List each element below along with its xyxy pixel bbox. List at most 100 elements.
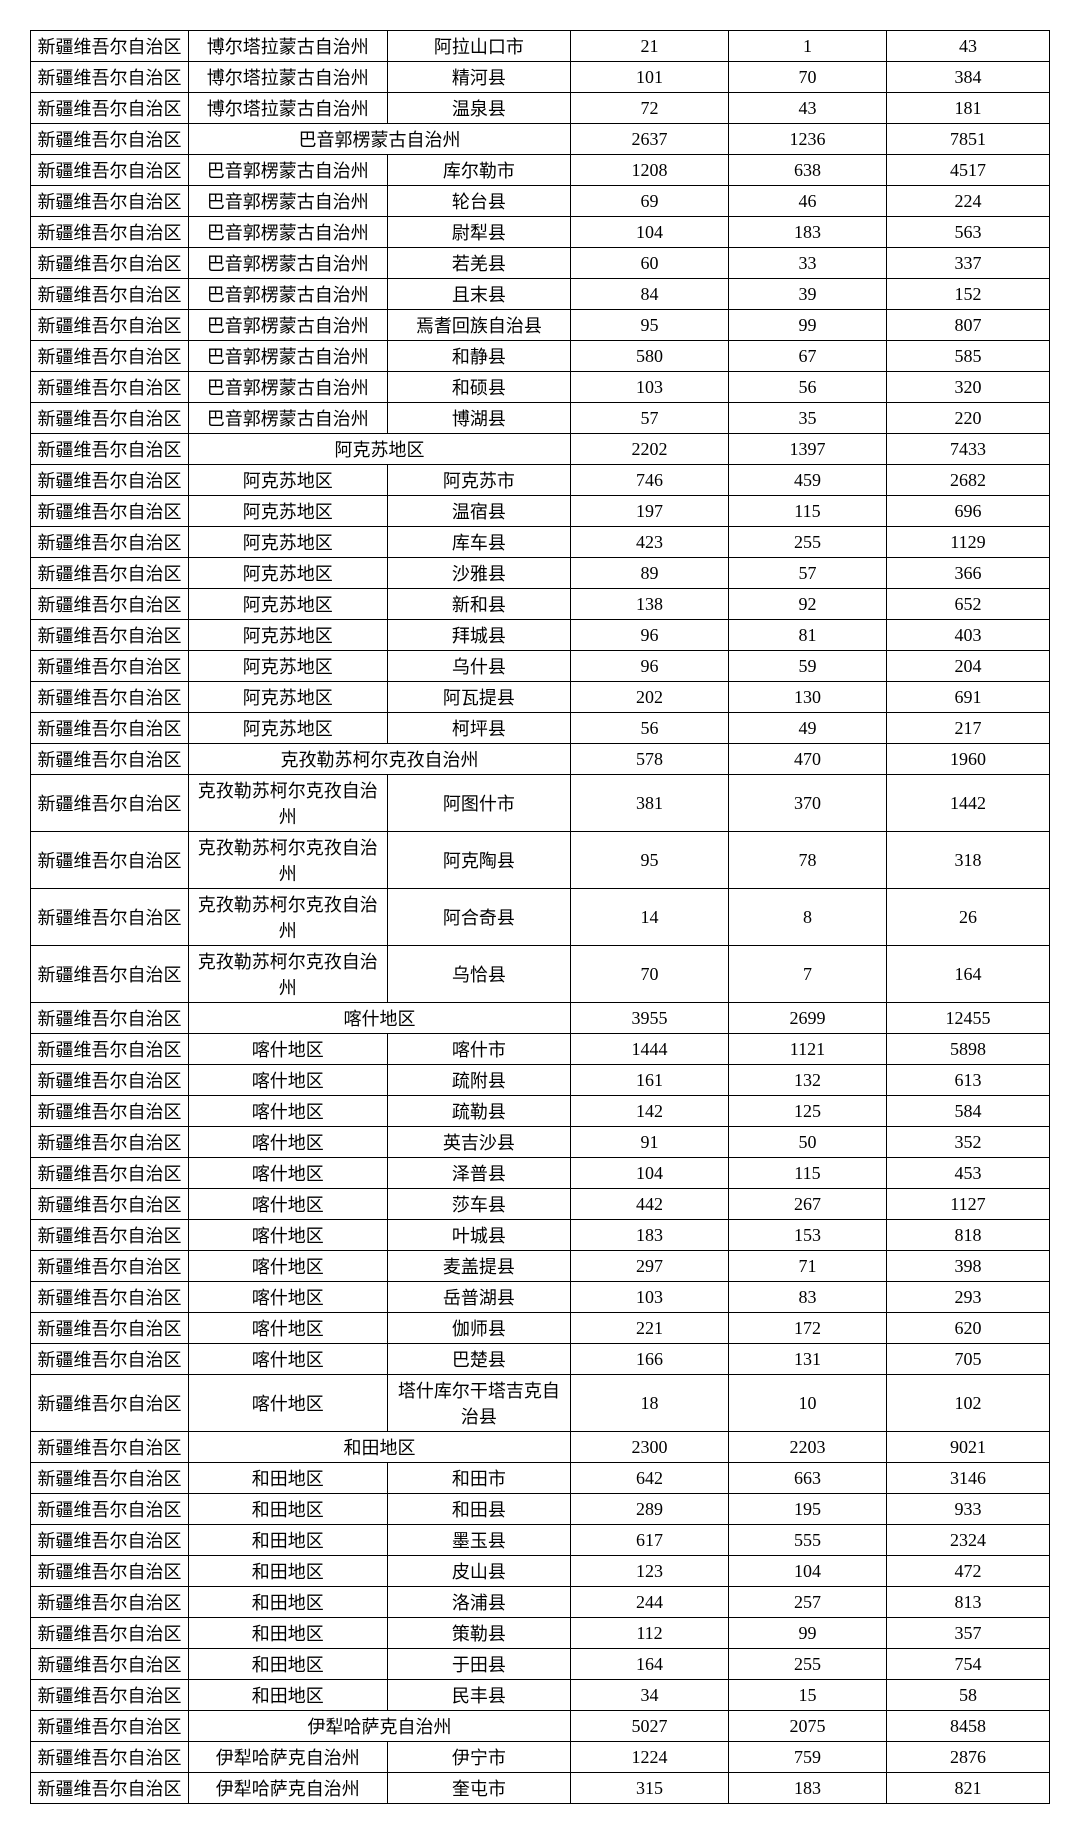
cell-n3: 8458 xyxy=(886,1711,1049,1742)
table-row: 新疆维吾尔自治区巴音郭楞蒙古自治州且末县8439152 xyxy=(31,279,1050,310)
cell-province: 新疆维吾尔自治区 xyxy=(31,1556,189,1587)
cell-n3: 472 xyxy=(886,1556,1049,1587)
cell-prefecture-span: 巴音郭楞蒙古自治州 xyxy=(188,124,570,155)
cell-county: 沙雅县 xyxy=(387,558,570,589)
cell-n1: 315 xyxy=(571,1773,729,1804)
cell-province: 新疆维吾尔自治区 xyxy=(31,1494,189,1525)
cell-n1: 96 xyxy=(571,620,729,651)
cell-county: 伽师县 xyxy=(387,1313,570,1344)
cell-prefecture: 巴音郭楞蒙古自治州 xyxy=(188,341,387,372)
cell-province: 新疆维吾尔自治区 xyxy=(31,1432,189,1463)
cell-province: 新疆维吾尔自治区 xyxy=(31,1096,189,1127)
cell-n2: 10 xyxy=(728,1375,886,1432)
cell-county: 塔什库尔干塔吉克自治县 xyxy=(387,1375,570,1432)
cell-county: 柯坪县 xyxy=(387,713,570,744)
cell-county: 温泉县 xyxy=(387,93,570,124)
cell-n2: 172 xyxy=(728,1313,886,1344)
cell-county: 墨玉县 xyxy=(387,1525,570,1556)
cell-n1: 95 xyxy=(571,832,729,889)
cell-prefecture: 喀什地区 xyxy=(188,1065,387,1096)
cell-prefecture-span: 伊犁哈萨克自治州 xyxy=(188,1711,570,1742)
cell-n3: 563 xyxy=(886,217,1049,248)
cell-prefecture: 喀什地区 xyxy=(188,1344,387,1375)
cell-n2: 131 xyxy=(728,1344,886,1375)
cell-n3: 652 xyxy=(886,589,1049,620)
cell-province: 新疆维吾尔自治区 xyxy=(31,1034,189,1065)
table-row: 新疆维吾尔自治区巴音郭楞蒙古自治州轮台县6946224 xyxy=(31,186,1050,217)
cell-n1: 442 xyxy=(571,1189,729,1220)
cell-n2: 15 xyxy=(728,1680,886,1711)
cell-province: 新疆维吾尔自治区 xyxy=(31,713,189,744)
cell-n1: 101 xyxy=(571,62,729,93)
cell-province: 新疆维吾尔自治区 xyxy=(31,589,189,620)
cell-county: 阿克苏市 xyxy=(387,465,570,496)
cell-n2: 33 xyxy=(728,248,886,279)
cell-n3: 384 xyxy=(886,62,1049,93)
table-row: 新疆维吾尔自治区巴音郭楞蒙古自治州焉耆回族自治县9599807 xyxy=(31,310,1050,341)
cell-n1: 21 xyxy=(571,31,729,62)
cell-province: 新疆维吾尔自治区 xyxy=(31,946,189,1003)
cell-province: 新疆维吾尔自治区 xyxy=(31,1003,189,1034)
cell-n3: 613 xyxy=(886,1065,1049,1096)
cell-county: 新和县 xyxy=(387,589,570,620)
table-row: 新疆维吾尔自治区阿克苏地区沙雅县8957366 xyxy=(31,558,1050,589)
cell-prefecture: 阿克苏地区 xyxy=(188,651,387,682)
cell-province: 新疆维吾尔自治区 xyxy=(31,620,189,651)
cell-n2: 115 xyxy=(728,1158,886,1189)
cell-county: 精河县 xyxy=(387,62,570,93)
cell-county: 莎车县 xyxy=(387,1189,570,1220)
cell-n2: 92 xyxy=(728,589,886,620)
cell-n3: 1129 xyxy=(886,527,1049,558)
cell-n2: 255 xyxy=(728,1649,886,1680)
cell-n3: 933 xyxy=(886,1494,1049,1525)
cell-n3: 1442 xyxy=(886,775,1049,832)
cell-n2: 43 xyxy=(728,93,886,124)
table-row: 新疆维吾尔自治区巴音郭楞蒙古自治州和硕县10356320 xyxy=(31,372,1050,403)
cell-province: 新疆维吾尔自治区 xyxy=(31,889,189,946)
cell-prefecture: 巴音郭楞蒙古自治州 xyxy=(188,186,387,217)
cell-n3: 2876 xyxy=(886,1742,1049,1773)
cell-n2: 183 xyxy=(728,1773,886,1804)
cell-province: 新疆维吾尔自治区 xyxy=(31,93,189,124)
cell-n1: 746 xyxy=(571,465,729,496)
cell-province: 新疆维吾尔自治区 xyxy=(31,186,189,217)
cell-n2: 56 xyxy=(728,372,886,403)
cell-n3: 696 xyxy=(886,496,1049,527)
cell-n1: 138 xyxy=(571,589,729,620)
cell-n3: 620 xyxy=(886,1313,1049,1344)
cell-n1: 69 xyxy=(571,186,729,217)
cell-county: 和田市 xyxy=(387,1463,570,1494)
cell-n3: 352 xyxy=(886,1127,1049,1158)
cell-n1: 95 xyxy=(571,310,729,341)
table-row: 新疆维吾尔自治区克孜勒苏柯尔克孜自治州5784701960 xyxy=(31,744,1050,775)
cell-n3: 220 xyxy=(886,403,1049,434)
cell-n3: 43 xyxy=(886,31,1049,62)
cell-prefecture: 喀什地区 xyxy=(188,1251,387,1282)
cell-n3: 9021 xyxy=(886,1432,1049,1463)
table-body: 新疆维吾尔自治区博尔塔拉蒙古自治州阿拉山口市21143新疆维吾尔自治区博尔塔拉蒙… xyxy=(31,31,1050,1804)
cell-prefecture: 博尔塔拉蒙古自治州 xyxy=(188,62,387,93)
cell-n1: 161 xyxy=(571,1065,729,1096)
cell-n3: 754 xyxy=(886,1649,1049,1680)
cell-province: 新疆维吾尔自治区 xyxy=(31,1220,189,1251)
cell-n1: 18 xyxy=(571,1375,729,1432)
cell-prefecture: 阿克苏地区 xyxy=(188,465,387,496)
cell-prefecture: 博尔塔拉蒙古自治州 xyxy=(188,93,387,124)
cell-province: 新疆维吾尔自治区 xyxy=(31,1251,189,1282)
cell-county: 伊宁市 xyxy=(387,1742,570,1773)
cell-prefecture: 和田地区 xyxy=(188,1494,387,1525)
cell-prefecture: 喀什地区 xyxy=(188,1313,387,1344)
table-row: 新疆维吾尔自治区伊犁哈萨克自治州奎屯市315183821 xyxy=(31,1773,1050,1804)
cell-prefecture: 喀什地区 xyxy=(188,1220,387,1251)
cell-province: 新疆维吾尔自治区 xyxy=(31,372,189,403)
cell-prefecture: 喀什地区 xyxy=(188,1158,387,1189)
table-row: 新疆维吾尔自治区克孜勒苏柯尔克孜自治州乌恰县707164 xyxy=(31,946,1050,1003)
table-row: 新疆维吾尔自治区喀什地区3955269912455 xyxy=(31,1003,1050,1034)
cell-n2: 638 xyxy=(728,155,886,186)
cell-prefecture: 和田地区 xyxy=(188,1680,387,1711)
cell-n1: 2202 xyxy=(571,434,729,465)
cell-province: 新疆维吾尔自治区 xyxy=(31,1313,189,1344)
cell-n2: 2203 xyxy=(728,1432,886,1463)
table-row: 新疆维吾尔自治区克孜勒苏柯尔克孜自治州阿合奇县14826 xyxy=(31,889,1050,946)
table-row: 新疆维吾尔自治区喀什地区麦盖提县29771398 xyxy=(31,1251,1050,1282)
